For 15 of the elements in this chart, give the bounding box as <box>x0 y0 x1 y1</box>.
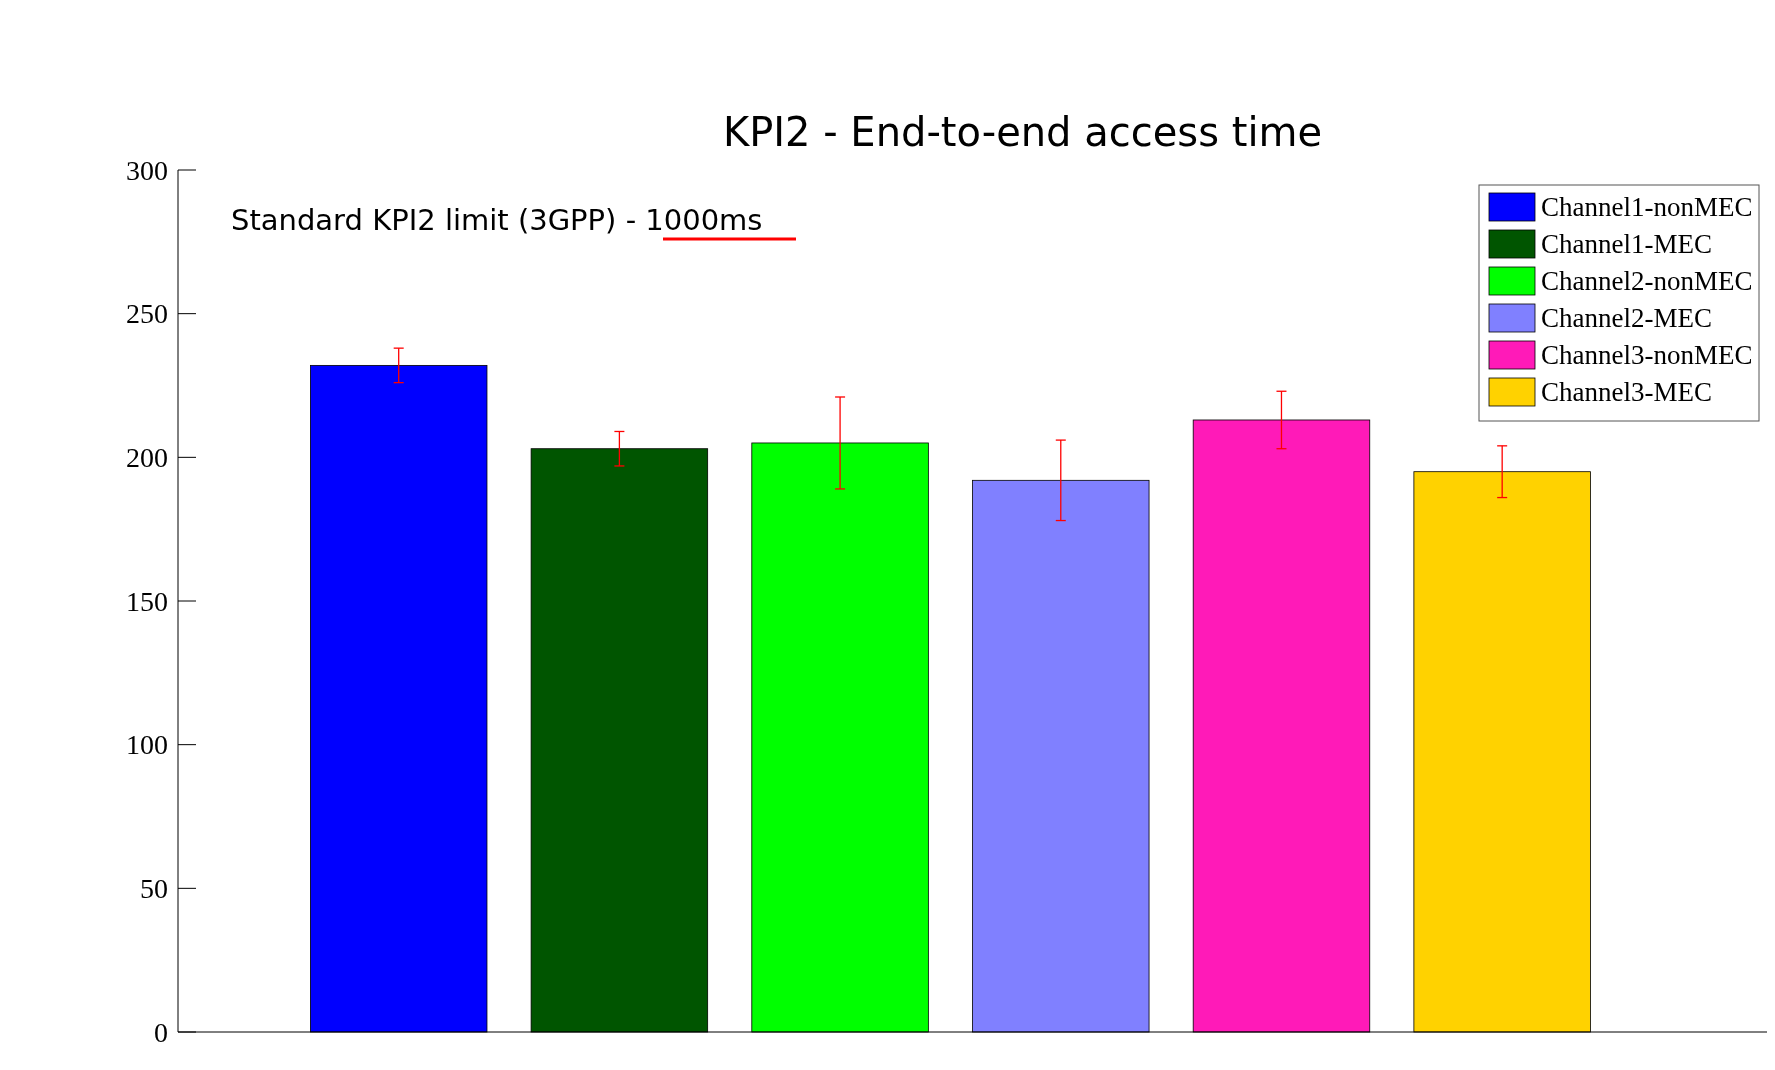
y-tick-label: 0 <box>154 1016 168 1048</box>
y-tick-label: 200 <box>126 442 168 474</box>
y-tick-label: 150 <box>126 585 168 617</box>
y-tick-label: 100 <box>126 729 168 761</box>
annotation: Standard KPI2 limit (3GPP) - 1000ms <box>231 203 763 237</box>
y-tick-label: 250 <box>126 298 168 330</box>
legend-label: Channel3-MEC <box>1541 377 1712 408</box>
legend-label: Channel3-nonMEC <box>1541 340 1753 371</box>
legend-label: Channel1-nonMEC <box>1541 192 1753 223</box>
legend-label: Channel2-nonMEC <box>1541 266 1753 297</box>
legend-label: Channel2-MEC <box>1541 303 1712 334</box>
legend-label: Channel1-MEC <box>1541 229 1712 260</box>
chart-title: KPI2 - End-to-end access time <box>722 109 1323 155</box>
y-tick-label: 300 <box>126 154 168 186</box>
y-tick-label: 50 <box>140 873 168 905</box>
